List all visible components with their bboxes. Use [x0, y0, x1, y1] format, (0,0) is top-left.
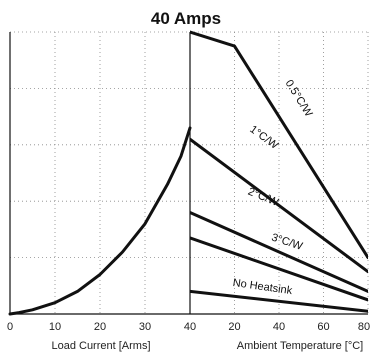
heatsink-series: 0.5°C/W1°C/W2°C/W3°C/WNo Heatsink — [190, 30, 368, 313]
series-label-heatsink: 0.5°C/W — [283, 78, 315, 120]
tick-label-left: 20 — [94, 321, 106, 333]
axes — [9, 32, 368, 315]
tick-label-left: 0 — [7, 321, 13, 333]
tick-label-right: 40 — [273, 321, 285, 333]
tick-label-left: 30 — [139, 321, 151, 333]
chart-title: 40 Amps — [151, 9, 221, 28]
tick-label-left: 10 — [49, 321, 61, 333]
series-label-heatsink: 2°C/W — [246, 186, 281, 209]
left-x-axis-label: Load Current [Arms] — [51, 340, 150, 352]
series-line-load-current — [8, 126, 192, 316]
series-line-heatsink — [190, 211, 368, 293]
right-x-tick-labels: 20 40 60 80 — [228, 321, 370, 333]
left-x-tick-labels: 0 10 20 30 40 — [7, 321, 196, 333]
series-line-heatsink — [190, 30, 368, 260]
series-line-heatsink — [190, 236, 368, 302]
load-current-series — [8, 126, 192, 316]
tick-label-left: 40 — [184, 321, 196, 333]
series-line-heatsink — [190, 289, 368, 313]
series-line-heatsink — [190, 137, 368, 274]
right-x-axis-label: Ambient Temperature [°C] — [237, 340, 363, 352]
tick-label-right: 60 — [317, 321, 329, 333]
series-label-heatsink: No Heatsink — [232, 277, 293, 297]
tick-label-right: 20 — [228, 321, 240, 333]
series-label-heatsink: 1°C/W — [247, 123, 280, 152]
tick-label-right: 80 — [358, 321, 370, 333]
